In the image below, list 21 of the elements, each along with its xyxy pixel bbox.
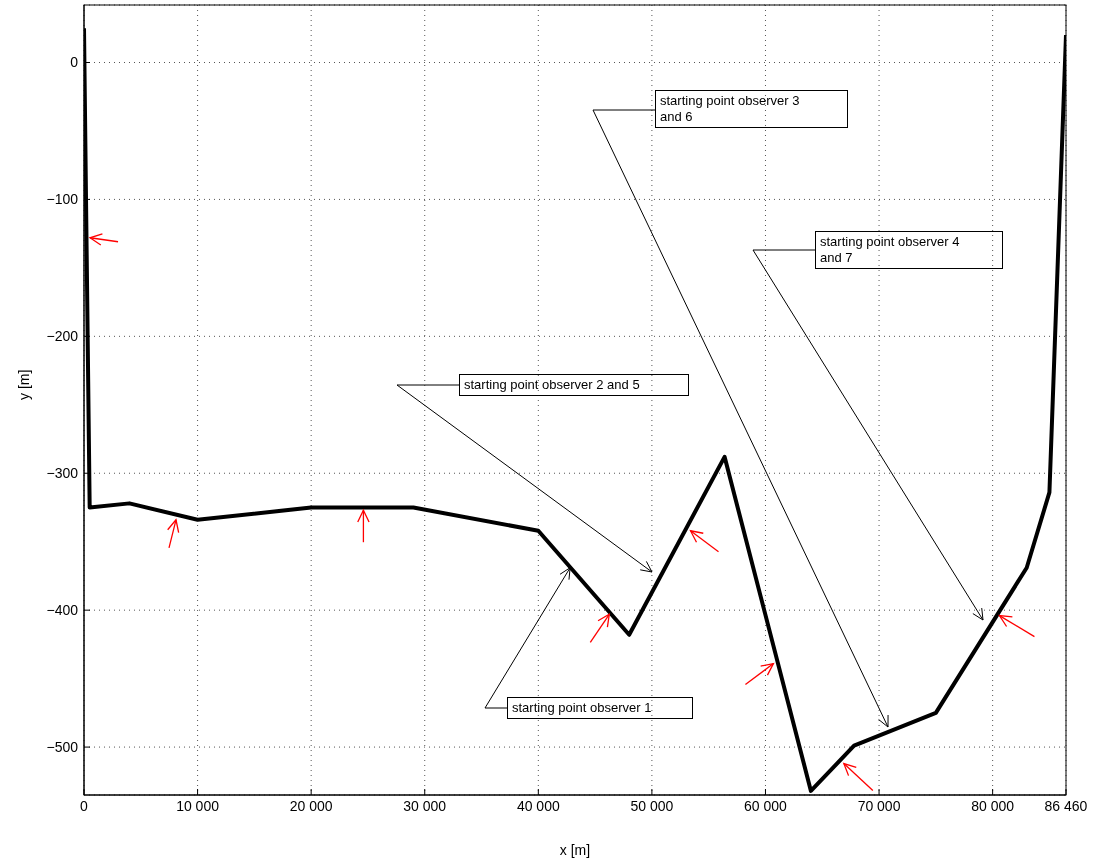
- x-tick-label: 10 000: [176, 797, 220, 814]
- annotation: starting point observer 1: [507, 697, 693, 719]
- x-tick-label: 60 000: [744, 797, 788, 814]
- annotation: starting point observer 3 and 6: [655, 90, 848, 128]
- x-tick-label: 20 000: [289, 797, 333, 814]
- y-tick-label: −100: [46, 191, 79, 208]
- x-tick-label: 80 000: [971, 797, 1015, 814]
- x-tick-label: 50 000: [630, 797, 674, 814]
- x-tick-label: 70 000: [857, 797, 901, 814]
- x-tick-label: 40 000: [516, 797, 560, 814]
- x-tick-label: 30 000: [403, 797, 447, 814]
- y-tick-label: −500: [46, 739, 79, 756]
- y-tick-label: −200: [46, 328, 79, 345]
- y-tick-label: 0: [70, 54, 79, 71]
- annotation: starting point observer 2 and 5: [459, 374, 689, 396]
- x-axis-title: x [m]: [559, 842, 591, 858]
- x-tick-label: 86 460: [1044, 797, 1088, 814]
- y-tick-label: −300: [46, 465, 79, 482]
- annotation: starting point observer 4 and 7: [815, 231, 1003, 269]
- y-axis-title: y [m]: [15, 369, 32, 400]
- y-tick-label: −400: [46, 602, 79, 619]
